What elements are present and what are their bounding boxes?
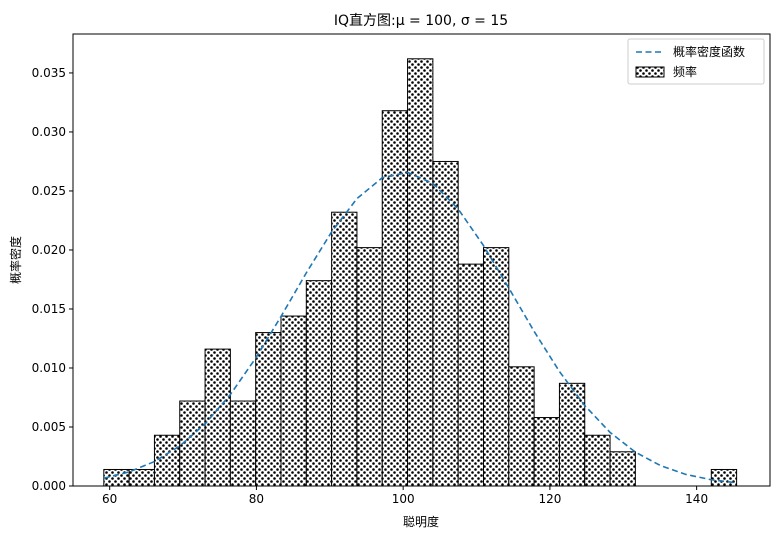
histogram-bars (103, 58, 738, 487)
histogram-bar (508, 366, 535, 487)
histogram-bar (407, 58, 434, 487)
x-tick-label: 60 (102, 492, 117, 506)
histogram-bar (584, 434, 611, 487)
histogram-bar (280, 315, 307, 487)
y-tick-label: 0.005 (32, 420, 66, 434)
y-axis: 0.000 0.005 0.010 0.015 0.020 0.025 0.030 0.035 (32, 66, 73, 493)
legend: 概率密度函数 频率 (627, 38, 765, 85)
chart-title: IQ直方图:μ = 100, σ = 15 (334, 12, 508, 29)
x-tick-label: 120 (538, 492, 561, 506)
histogram-bar (128, 468, 155, 487)
x-tick-label: 100 (392, 492, 415, 506)
y-tick-label: 0.020 (32, 243, 66, 257)
y-axis-label: 概率密度 (8, 236, 23, 284)
histogram-bar (710, 468, 738, 487)
legend-hist-swatch (635, 66, 665, 78)
histogram-bar (179, 400, 206, 487)
histogram-bar (204, 348, 231, 487)
x-axis: 60 80 100 120 140 (102, 486, 708, 506)
plot-frame (72, 33, 771, 487)
histogram-bar (331, 211, 358, 487)
x-axis-label: 聪明度 (403, 514, 439, 529)
legend-label-freq: 频率 (673, 64, 697, 79)
histogram-bar (153, 434, 181, 487)
histogram-bar (432, 160, 459, 487)
histogram-bar (533, 417, 560, 487)
y-tick-label: 0.025 (32, 184, 66, 198)
histogram-bar (356, 247, 383, 487)
y-tick-label: 0.015 (32, 302, 66, 316)
y-tick-label: 0.030 (32, 125, 66, 139)
y-tick-label: 0.010 (32, 361, 66, 375)
pdf-curve-line (103, 171, 737, 484)
histogram-bar (558, 382, 586, 487)
histogram-bar (482, 247, 510, 487)
y-tick-label: 0.000 (32, 479, 66, 493)
x-tick-label: 80 (249, 492, 264, 506)
histogram-bar (229, 400, 257, 487)
x-tick-label: 140 (685, 492, 708, 506)
legend-label-pdf: 概率密度函数 (673, 44, 745, 59)
histogram-bar (457, 263, 484, 487)
histogram-bar (305, 280, 333, 487)
histogram-bar (381, 110, 409, 487)
histogram-bar (609, 451, 636, 487)
histogram-bar (255, 332, 282, 487)
y-tick-label: 0.035 (32, 66, 66, 80)
